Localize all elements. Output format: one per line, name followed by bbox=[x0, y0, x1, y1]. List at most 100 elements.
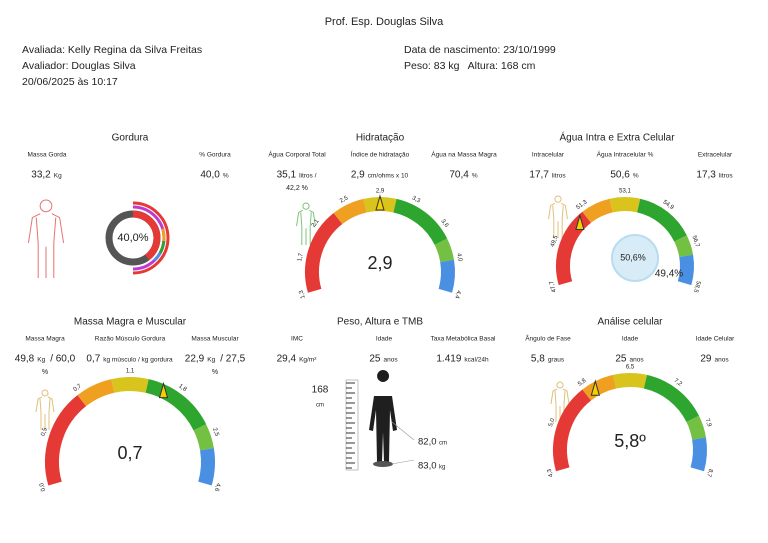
metric-value: 50,6 bbox=[610, 170, 630, 181]
metric-label: IMC bbox=[291, 336, 303, 343]
gauge-segment bbox=[690, 437, 707, 472]
metric-label: Água Intracelular % bbox=[597, 150, 654, 159]
gauge-segment bbox=[582, 198, 614, 223]
metric-label: Massa Muscular bbox=[191, 336, 239, 343]
weight-height: Peso: 83 kg Altura: 168 cm bbox=[404, 60, 536, 72]
gauge-segment bbox=[45, 395, 87, 486]
metric-unit: anos bbox=[384, 357, 399, 364]
gauge-needle bbox=[575, 213, 585, 230]
metric-label: Idade bbox=[376, 336, 393, 343]
evaluator: Avaliador: Douglas Silva bbox=[22, 60, 136, 72]
metric-below: 42,2 % bbox=[286, 185, 308, 192]
metric-value: 33,2 bbox=[31, 170, 51, 181]
gauge-segment bbox=[643, 374, 699, 423]
gauge-tick-label: 0,5 bbox=[40, 427, 49, 437]
figure-body bbox=[27, 213, 65, 278]
metric-label: Intracelular bbox=[532, 152, 565, 159]
gauge-segment bbox=[434, 238, 454, 263]
metric-unit: anos bbox=[715, 357, 730, 364]
metric-value: 5,8 bbox=[531, 354, 545, 365]
metric-value: 22,9 bbox=[185, 354, 205, 365]
donut-band bbox=[161, 228, 166, 242]
panel-title: Água Intra e Extra Celular bbox=[559, 131, 675, 144]
metric-value: 25 bbox=[369, 354, 381, 365]
gauge-segment bbox=[613, 373, 647, 389]
gauge-tick-label: 56,7 bbox=[690, 235, 700, 249]
gauge-tick-label: 53,1 bbox=[619, 189, 631, 195]
gauge-segment bbox=[198, 448, 215, 486]
panel-title: Massa Magra e Muscular bbox=[74, 317, 187, 328]
donut-band bbox=[158, 240, 166, 254]
donut-value: 40,0% bbox=[117, 232, 148, 244]
metric-unit: Kg bbox=[207, 357, 215, 364]
figure-body bbox=[296, 209, 316, 245]
metric-unit: anos bbox=[630, 357, 645, 364]
gauge-tick-label: 2,9 bbox=[376, 189, 385, 195]
gauge-segment bbox=[686, 415, 706, 440]
metric-below: % bbox=[212, 369, 218, 376]
panel-title: Análise celular bbox=[597, 317, 663, 328]
gauge-tick-label: 58,5 bbox=[692, 280, 701, 294]
gauge-needle bbox=[375, 194, 385, 211]
birth-date: Data de nascimento: 23/10/1999 bbox=[404, 44, 556, 56]
gauge-tick-label: 8,7 bbox=[705, 468, 713, 478]
figure-head bbox=[302, 202, 310, 210]
metric-tail: / 60,0 bbox=[50, 354, 75, 365]
gauge-tick-label: 5,0 bbox=[548, 417, 557, 427]
gauge-tick-label: 1,7 bbox=[297, 252, 305, 262]
gauge-tick-label: 7,9 bbox=[704, 418, 713, 428]
weight-value: 83,0 bbox=[418, 461, 437, 472]
gauge-segment bbox=[111, 377, 149, 393]
metric-unit: % bbox=[223, 173, 229, 180]
bubble-inner: 50,6% bbox=[620, 252, 646, 262]
gauge-tick-label: 1,3 bbox=[298, 289, 306, 299]
donut-fat bbox=[132, 210, 161, 261]
metric-value: 49,8 bbox=[15, 354, 35, 365]
metric-label: Extracelular bbox=[698, 152, 733, 159]
gauge-tick-label: 3,3 bbox=[411, 195, 422, 204]
gauge-tick-label: 4,0 bbox=[455, 253, 463, 263]
gauge-segment bbox=[674, 235, 694, 258]
panel-title: Hidratação bbox=[356, 133, 405, 144]
metric-unit: % bbox=[633, 173, 639, 180]
donut-ring-outer bbox=[132, 201, 170, 275]
gauge-segment bbox=[77, 379, 115, 407]
metric-label: Água na Massa Magra bbox=[431, 150, 497, 159]
gauge-segment bbox=[636, 198, 687, 242]
gauge-tick-label: 1,1 bbox=[126, 369, 135, 375]
gauge-tick-label: 2,5 bbox=[339, 195, 350, 204]
gauge-tick-label: 3,6 bbox=[439, 218, 449, 229]
metric-unit: cm/ohms x 10 bbox=[368, 173, 409, 180]
gauge-segment bbox=[553, 389, 592, 472]
metric-value: 40,0 bbox=[200, 170, 220, 181]
gauge-value: 2,9 bbox=[367, 253, 392, 273]
gauge-value: 0,7 bbox=[117, 443, 142, 463]
gauge-tick-label: 6,5 bbox=[626, 365, 635, 371]
gauge-value: 5,8º bbox=[614, 431, 646, 451]
metric-label: Idade bbox=[622, 336, 639, 343]
gauge-segment bbox=[305, 213, 343, 293]
gauge-tick-label: 4,6 bbox=[213, 482, 221, 492]
datetime: 20/06/2025 às 10:17 bbox=[22, 76, 118, 88]
gauge-needle bbox=[158, 381, 169, 399]
height-unit: cm bbox=[316, 403, 324, 409]
gauge-tick-label: 0,0 bbox=[39, 482, 47, 492]
gauge-tick-label: 7,2 bbox=[673, 378, 684, 388]
weight-unit: kg bbox=[439, 465, 445, 471]
metric-label: Taxa Metabólica Basal bbox=[430, 336, 496, 343]
figure-body bbox=[550, 388, 570, 422]
figure-body bbox=[548, 202, 568, 238]
metric-value: 1.419 bbox=[436, 354, 461, 365]
metric-label: Água Corporal Total bbox=[268, 150, 326, 159]
metric-label: Ângulo de Fase bbox=[525, 334, 571, 343]
figure-head bbox=[41, 389, 49, 397]
metric-label: Idade Celular bbox=[696, 336, 735, 343]
scale bbox=[373, 461, 393, 467]
gauge-tick-label: 0,7 bbox=[73, 383, 84, 393]
metric-label: Razão Músculo Gordura bbox=[95, 336, 166, 343]
metric-below: % bbox=[42, 369, 48, 376]
metric-value: 17,3 bbox=[696, 170, 716, 181]
metric-unit: litros / bbox=[299, 173, 317, 180]
gauge-needle bbox=[590, 379, 600, 396]
